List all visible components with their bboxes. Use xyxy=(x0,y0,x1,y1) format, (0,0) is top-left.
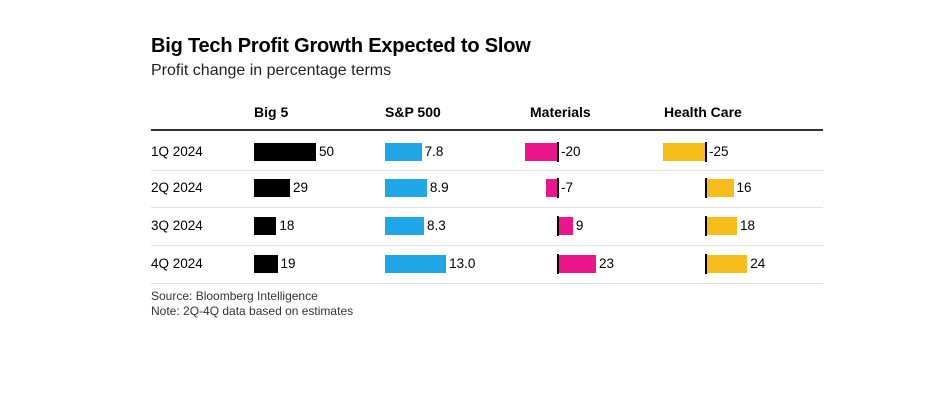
value-label-materials-1: -20 xyxy=(561,144,581,159)
value-label-sp500-4: 13.0 xyxy=(449,256,476,271)
value-label-materials-4: 23 xyxy=(598,256,614,271)
row-separator xyxy=(151,245,823,246)
zero-line xyxy=(705,178,707,198)
bar-health-care-3 xyxy=(706,217,737,235)
value-label-big5-2: 29 xyxy=(292,180,308,195)
bar-sp500-1 xyxy=(385,143,422,161)
row-label-1q-2024: 1Q 2024 xyxy=(151,144,203,159)
bar-big5-4 xyxy=(254,255,278,273)
value-label-big5-3: 18 xyxy=(279,218,295,233)
source-note: Source: Bloomberg Intelligence xyxy=(151,289,318,303)
row-separator xyxy=(151,283,823,284)
bar-big5-1 xyxy=(254,143,316,161)
value-label-big5-4: 19 xyxy=(280,256,296,271)
bar-materials-1 xyxy=(525,143,558,161)
bar-health-care-2 xyxy=(706,179,734,197)
row-label-3q-2024: 3Q 2024 xyxy=(151,218,203,233)
zero-line xyxy=(557,178,559,198)
bar-big5-3 xyxy=(254,217,277,235)
column-header-sp500: S&P 500 xyxy=(385,104,441,120)
zero-line xyxy=(705,254,707,274)
row-separator xyxy=(151,207,823,208)
value-label-sp500-3: 8.3 xyxy=(427,218,446,233)
zero-line xyxy=(705,142,707,162)
value-label-health-care-2: 16 xyxy=(736,180,752,195)
bar-health-care-4 xyxy=(706,255,748,273)
value-label-health-care-1: -25 xyxy=(709,144,729,159)
value-label-materials-2: -7 xyxy=(561,180,574,195)
zero-line xyxy=(705,216,707,236)
value-label-sp500-2: 8.9 xyxy=(429,180,449,195)
bar-sp500-4 xyxy=(385,255,447,273)
zero-line xyxy=(557,142,559,162)
value-label-materials-3: 9 xyxy=(575,218,584,233)
bar-big5-2 xyxy=(254,179,290,197)
column-header-health-care: Health Care xyxy=(664,104,742,120)
bar-health-care-1 xyxy=(663,143,706,161)
zero-line xyxy=(557,216,559,236)
column-header-big5: Big 5 xyxy=(254,104,289,120)
chart-title: Big Tech Profit Growth Expected to Slow xyxy=(151,35,531,57)
value-label-big5-1: 50 xyxy=(319,144,335,159)
row-label-2q-2024: 2Q 2024 xyxy=(151,180,203,195)
estimates-note: Note: 2Q-4Q data based on estimates xyxy=(151,304,354,318)
bar-materials-3 xyxy=(558,217,573,235)
zero-line xyxy=(557,254,559,274)
bar-sp500-3 xyxy=(385,217,424,235)
value-label-health-care-4: 24 xyxy=(750,256,766,271)
bar-sp500-2 xyxy=(385,179,427,197)
column-header-materials: Materials xyxy=(530,104,591,120)
bar-materials-2 xyxy=(546,179,558,197)
row-label-4q-2024: 4Q 2024 xyxy=(151,256,203,271)
value-label-sp500-1: 7.8 xyxy=(424,144,444,159)
bar-materials-4 xyxy=(558,255,596,273)
row-separator xyxy=(151,170,823,171)
value-label-health-care-3: 18 xyxy=(739,218,755,233)
header-rule xyxy=(151,129,823,131)
chart-subtitle: Profit change in percentage terms xyxy=(151,62,392,79)
